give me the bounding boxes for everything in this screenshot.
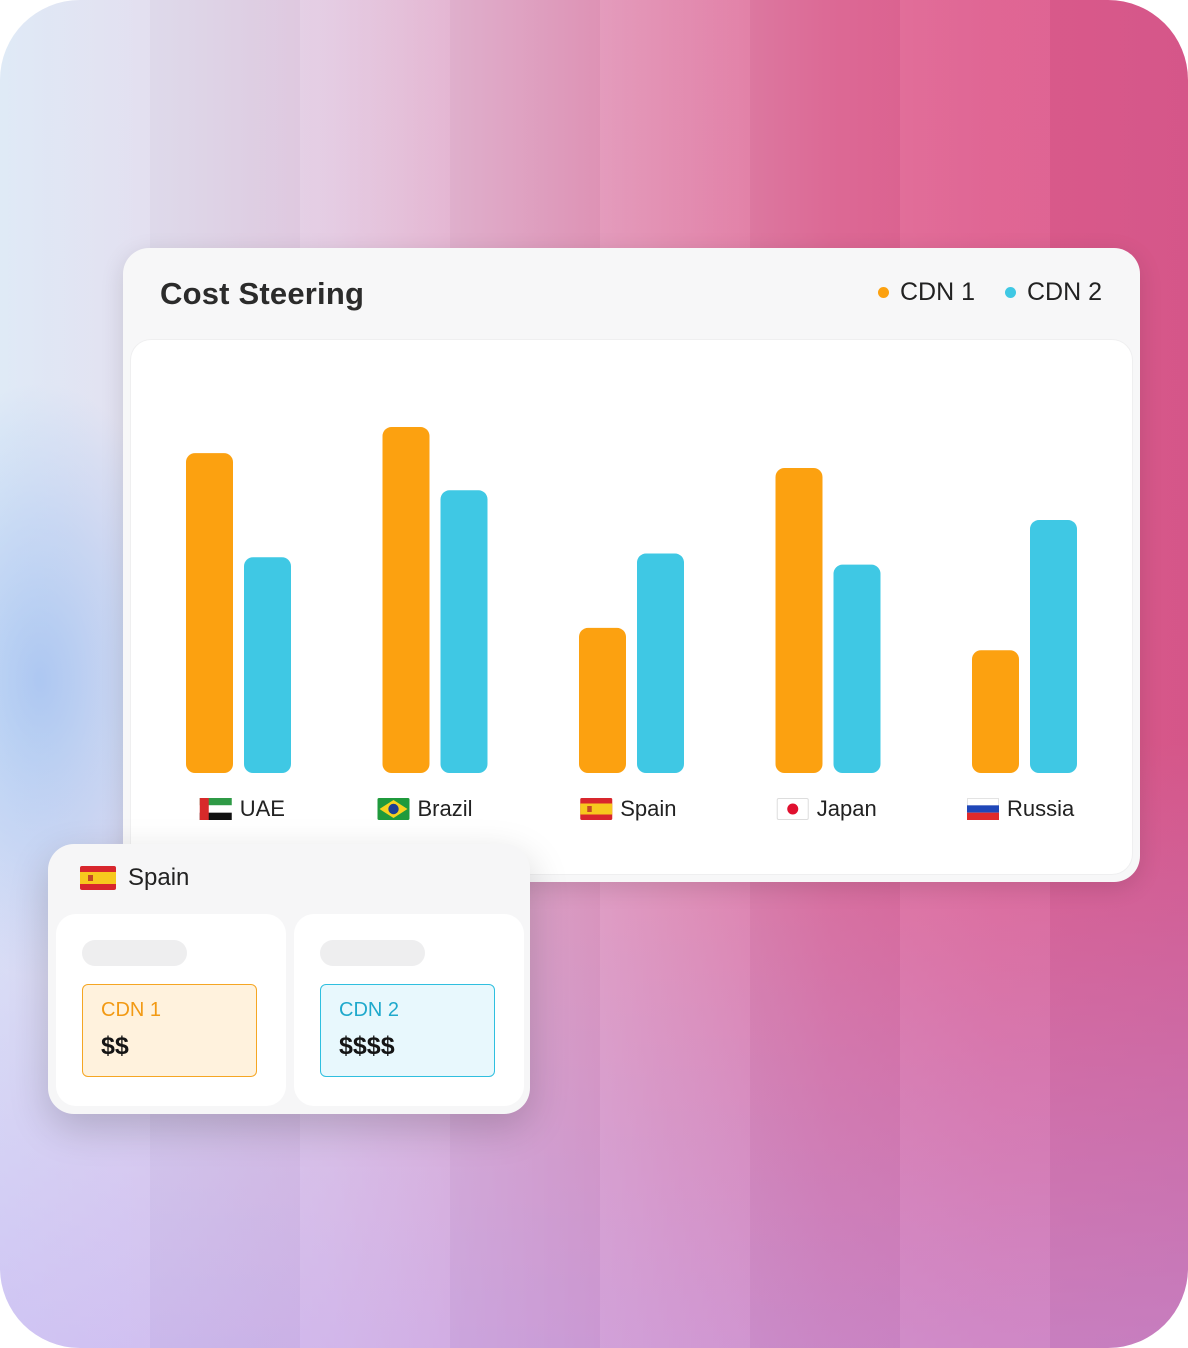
cdn2-price-box: CDN 2 $$$$ xyxy=(320,984,495,1077)
bar-japan-cdn2[interactable] xyxy=(833,564,881,773)
cdn2-price: $$$$ xyxy=(339,1032,395,1060)
bar-russia-cdn2[interactable] xyxy=(1030,520,1077,773)
flag-brazil-icon xyxy=(377,798,410,820)
bar-uae-cdn1[interactable] xyxy=(186,453,233,773)
x-tick-label-russia: Russia xyxy=(1007,796,1075,821)
x-tick-label-brazil: Brazil xyxy=(418,796,473,821)
chart-plot-area: UAE Brazil Spain Japan Russia xyxy=(131,340,1132,874)
cdn1-price: $$ xyxy=(101,1032,129,1060)
legend-dot-cdn2 xyxy=(1004,287,1016,298)
flag-russia-icon xyxy=(967,798,999,820)
country-detail-card: Spain CDN 1 $$ CDN 2 $$$$ xyxy=(48,844,530,1114)
bar-brazil-cdn2[interactable] xyxy=(440,490,488,773)
flag-spain-icon xyxy=(80,866,116,890)
detail-country-name: Spain xyxy=(128,864,190,891)
bar-spain-cdn1[interactable] xyxy=(579,627,626,773)
legend-label-cdn1: CDN 1 xyxy=(899,278,975,306)
cdn1-label: CDN 1 xyxy=(101,999,162,1021)
flag-japan-icon xyxy=(776,798,809,820)
x-tick-label-japan: Japan xyxy=(817,796,877,821)
placeholder-pill xyxy=(82,940,187,966)
bar-spain-cdn2[interactable] xyxy=(637,553,684,773)
legend-item-cdn1[interactable]: CDN 1 xyxy=(877,278,975,307)
bar-russia-cdn1[interactable] xyxy=(972,650,1019,773)
placeholder-pill xyxy=(320,940,425,966)
bar-japan-cdn1[interactable] xyxy=(775,467,823,773)
bar-brazil-cdn1[interactable] xyxy=(382,427,430,773)
cdn1-cost-panel[interactable]: CDN 1 $$ xyxy=(56,914,286,1106)
flag-uae-icon xyxy=(199,798,232,820)
cdn1-price-box: CDN 1 $$ xyxy=(82,984,257,1077)
bar-uae-cdn2[interactable] xyxy=(244,557,291,773)
x-tick-label-spain: Spain xyxy=(620,796,676,821)
legend-label-cdn2: CDN 2 xyxy=(1026,278,1102,306)
cdn2-label: CDN 2 xyxy=(339,999,400,1021)
bar-chart: UAE Brazil Spain Japan Russia xyxy=(186,427,1077,821)
x-tick-label-uae: UAE xyxy=(240,796,285,821)
cdn2-cost-panel[interactable]: CDN 2 $$$$ xyxy=(294,914,524,1106)
flag-spain-icon xyxy=(580,798,613,820)
chart-title: Cost Steering xyxy=(160,276,365,311)
legend-item-cdn2[interactable]: CDN 2 xyxy=(1004,278,1102,307)
chart-legend: CDN 1 CDN 2 xyxy=(877,278,1102,307)
legend-dot-cdn1 xyxy=(877,287,889,298)
chart-card: Cost Steering CDN 1 CDN 2 UAE Brazil Spain… xyxy=(123,248,1140,882)
detail-header: Spain xyxy=(80,864,189,892)
